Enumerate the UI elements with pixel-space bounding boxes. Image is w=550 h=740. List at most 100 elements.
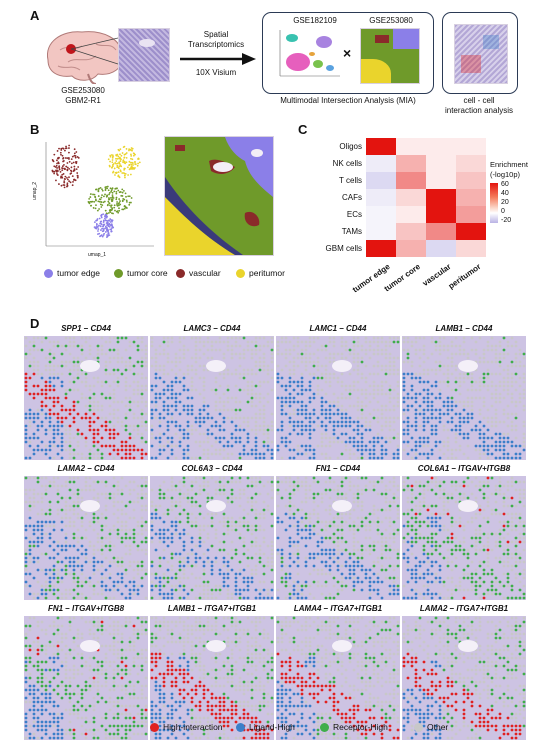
spot bbox=[320, 560, 324, 564]
interaction-tile-map bbox=[276, 336, 400, 460]
spot bbox=[238, 452, 242, 456]
spot bbox=[320, 388, 324, 392]
spot bbox=[450, 456, 454, 460]
spot bbox=[132, 576, 136, 580]
spot bbox=[474, 380, 478, 384]
spot bbox=[218, 424, 222, 428]
spot bbox=[292, 492, 296, 496]
spot bbox=[498, 344, 502, 348]
spot bbox=[388, 524, 392, 528]
spot bbox=[392, 356, 396, 360]
spot bbox=[158, 368, 162, 372]
spot bbox=[226, 576, 230, 580]
spot bbox=[230, 524, 234, 528]
spot bbox=[376, 408, 380, 412]
spot bbox=[178, 436, 182, 440]
spot bbox=[340, 548, 344, 552]
spot bbox=[426, 400, 430, 404]
spot bbox=[166, 404, 170, 408]
spot bbox=[242, 544, 246, 548]
spot bbox=[360, 440, 364, 444]
spot bbox=[174, 528, 178, 532]
spot bbox=[108, 372, 112, 376]
spot bbox=[84, 444, 88, 448]
spot bbox=[430, 340, 434, 344]
spot bbox=[44, 580, 48, 584]
spot bbox=[270, 336, 274, 340]
spot bbox=[392, 368, 396, 372]
spot bbox=[402, 360, 406, 364]
spot bbox=[324, 456, 328, 460]
spot bbox=[96, 568, 100, 572]
spot bbox=[486, 476, 490, 480]
spot bbox=[36, 368, 40, 372]
spot bbox=[380, 448, 384, 452]
spot bbox=[368, 340, 372, 344]
spot bbox=[124, 544, 128, 548]
spot bbox=[44, 416, 48, 420]
spot bbox=[76, 376, 80, 380]
spot bbox=[136, 548, 140, 552]
spot bbox=[174, 396, 178, 400]
spot bbox=[352, 428, 356, 432]
spot bbox=[246, 372, 250, 376]
spot bbox=[368, 392, 372, 396]
spot bbox=[246, 524, 250, 528]
spot bbox=[158, 432, 162, 436]
spot bbox=[128, 400, 132, 404]
umap-point bbox=[105, 185, 108, 188]
spot bbox=[522, 536, 526, 540]
spot bbox=[104, 352, 108, 356]
spot bbox=[238, 596, 242, 600]
spot bbox=[502, 536, 506, 540]
spot bbox=[154, 416, 158, 420]
spot bbox=[210, 572, 214, 576]
spot bbox=[392, 540, 396, 544]
umap-point bbox=[119, 169, 122, 172]
spot bbox=[206, 448, 210, 452]
spot bbox=[60, 484, 64, 488]
spot bbox=[104, 420, 108, 424]
spot bbox=[162, 540, 166, 544]
heatmap-cell bbox=[426, 206, 456, 223]
umap-point bbox=[113, 167, 116, 170]
spot bbox=[132, 448, 136, 452]
umap-point bbox=[110, 206, 112, 208]
spot bbox=[426, 540, 430, 544]
spot bbox=[410, 524, 414, 528]
spot bbox=[450, 352, 454, 356]
spot bbox=[254, 500, 258, 504]
spot bbox=[44, 592, 48, 596]
spot bbox=[372, 452, 376, 456]
spot bbox=[36, 444, 40, 448]
spot bbox=[144, 492, 148, 496]
spot bbox=[490, 588, 494, 592]
spot bbox=[104, 380, 108, 384]
spot bbox=[402, 388, 406, 392]
spot bbox=[402, 448, 406, 452]
spot bbox=[502, 420, 506, 424]
spot bbox=[198, 340, 202, 344]
spot bbox=[462, 536, 466, 540]
spot bbox=[292, 588, 296, 592]
spot bbox=[182, 548, 186, 552]
spot bbox=[92, 556, 96, 560]
brain-illustration bbox=[46, 31, 123, 84]
spot bbox=[100, 632, 104, 636]
tissue-hole bbox=[332, 500, 352, 512]
spot bbox=[442, 372, 446, 376]
spot bbox=[24, 356, 28, 360]
spot bbox=[116, 488, 120, 492]
spot bbox=[158, 436, 162, 440]
spot bbox=[502, 456, 506, 460]
spot bbox=[426, 392, 430, 396]
spot bbox=[144, 536, 148, 540]
spot bbox=[210, 356, 214, 360]
spot bbox=[136, 400, 140, 404]
spot bbox=[316, 348, 320, 352]
spot bbox=[320, 372, 324, 376]
spot bbox=[304, 560, 308, 564]
spot bbox=[166, 508, 170, 512]
spot bbox=[210, 452, 214, 456]
spot bbox=[522, 488, 526, 492]
